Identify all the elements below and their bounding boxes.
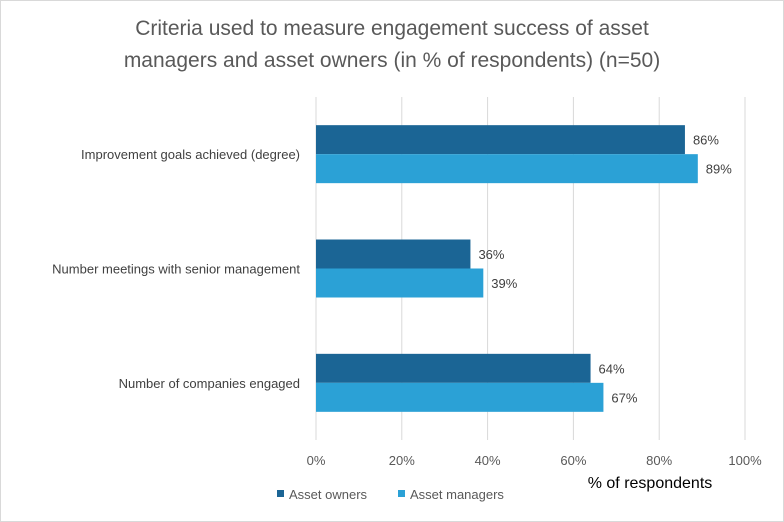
category-label: Number of companies engaged <box>119 376 300 391</box>
category-label: Improvement goals achieved (degree) <box>81 147 300 162</box>
data-label: 86% <box>693 133 719 148</box>
x-tick-label: 0% <box>307 453 326 468</box>
x-tick-label: 80% <box>646 453 672 468</box>
bar-asset-owners <box>316 125 685 155</box>
legend: Asset owners Asset managers <box>277 487 504 502</box>
data-label: 64% <box>599 361 625 376</box>
x-tick-label: 100% <box>728 453 762 468</box>
x-tick-label: 20% <box>389 453 415 468</box>
legend-swatch-asset-owners <box>277 490 284 497</box>
data-label: 39% <box>491 276 517 291</box>
category-label: Number meetings with senior management <box>52 262 300 277</box>
legend-label-asset-owners: Asset owners <box>289 487 368 502</box>
category-labels: Improvement goals achieved (degree) Numbe… <box>52 147 300 391</box>
legend-label-asset-managers: Asset managers <box>410 487 504 502</box>
x-axis-title: % of respondents <box>588 475 713 492</box>
data-label: 67% <box>611 390 637 405</box>
chart-title-line-1: Criteria used to measure engagement succ… <box>135 17 649 40</box>
bar-asset-owners <box>316 239 471 269</box>
bar-asset-managers <box>316 268 484 298</box>
data-label: 89% <box>706 162 732 177</box>
x-tick-labels: 0% 20% 40% 60% 80% 100% <box>307 453 762 468</box>
chart-title-line-2: managers and asset owners (in % of respo… <box>124 49 660 72</box>
x-tick-label: 40% <box>475 453 501 468</box>
data-labels: 86% 89% 36% 39% 64% 67% <box>478 133 732 406</box>
x-tick-label: 60% <box>560 453 586 468</box>
data-label: 36% <box>478 247 504 262</box>
legend-swatch-asset-managers <box>398 490 405 497</box>
bar-asset-managers <box>316 382 604 412</box>
bars <box>316 125 698 412</box>
bar-asset-managers <box>316 154 698 184</box>
bar-asset-owners <box>316 353 591 383</box>
